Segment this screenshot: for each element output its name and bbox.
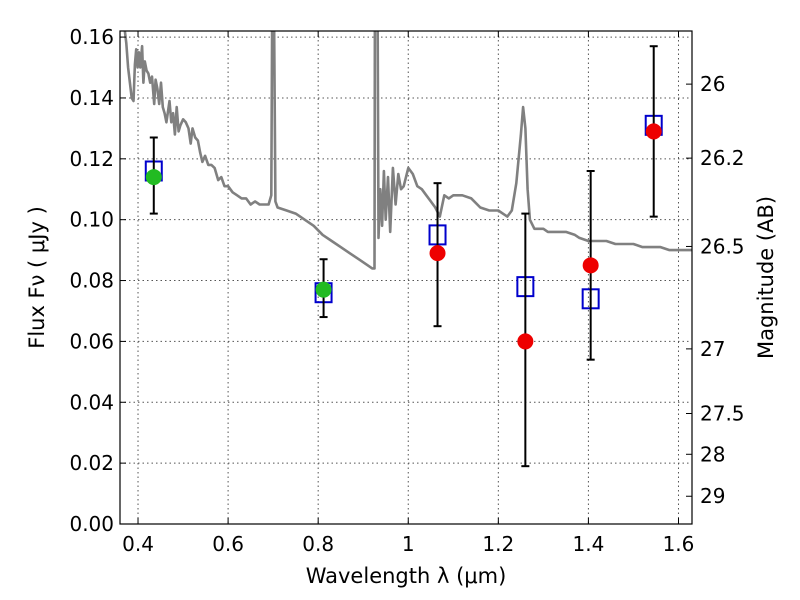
observed-flux-point — [582, 257, 599, 274]
data-marks — [123, 31, 692, 468]
y-tick-label: 0.16 — [69, 25, 114, 49]
y-tick-label: 0.06 — [69, 329, 114, 353]
right-tick-label: 29 — [700, 484, 725, 508]
model-spectrum-line — [123, 31, 692, 270]
clipped-marks — [123, 31, 692, 270]
y-tick-label: 0.02 — [69, 451, 114, 475]
y-tick-label: 0.04 — [69, 390, 114, 414]
axis-ticks: 0.4 0.6 0.8 1 1.2 1.4 1.6 0.00 0.02 0.04 0.06 0.08 0… — [69, 25, 744, 556]
x-tick-label: 1.4 — [573, 532, 605, 556]
observed-flux-point — [645, 123, 662, 140]
y-axis-label: Flux Fν ( μJy ) — [25, 206, 49, 349]
y-tick-label: 0.00 — [69, 512, 114, 536]
right-tick-label: 26.2 — [700, 146, 745, 170]
right-tick-label: 27 — [700, 337, 725, 361]
x-tick-label: 1 — [402, 532, 415, 556]
y-tick-label: 0.14 — [69, 86, 114, 110]
y-tick-label: 0.08 — [69, 269, 114, 293]
y-axis-right-label: Magnitude (AB) — [754, 196, 778, 359]
right-tick-label: 28 — [700, 442, 725, 466]
right-tick-label: 27.5 — [700, 402, 745, 426]
observed-flux-point — [429, 245, 446, 262]
x-tick-label: 0.8 — [302, 532, 334, 556]
right-tick-label: 26.5 — [700, 234, 745, 258]
y-tick-label: 0.10 — [69, 208, 114, 232]
x-tick-label: 1.2 — [482, 532, 514, 556]
observed-flux-point — [145, 169, 162, 186]
right-tick-label: 26 — [700, 72, 725, 96]
y-tick-label: 0.12 — [69, 147, 114, 171]
observed-flux-point — [517, 333, 534, 350]
observed-flux-point — [315, 281, 332, 298]
x-axis-label: Wavelength λ (μm) — [306, 564, 507, 588]
x-tick-label: 0.6 — [212, 532, 244, 556]
plot-frame — [119, 30, 693, 525]
grid — [120, 31, 692, 525]
x-tick-label: 1.6 — [663, 532, 695, 556]
x-tick-label: 0.4 — [122, 532, 154, 556]
